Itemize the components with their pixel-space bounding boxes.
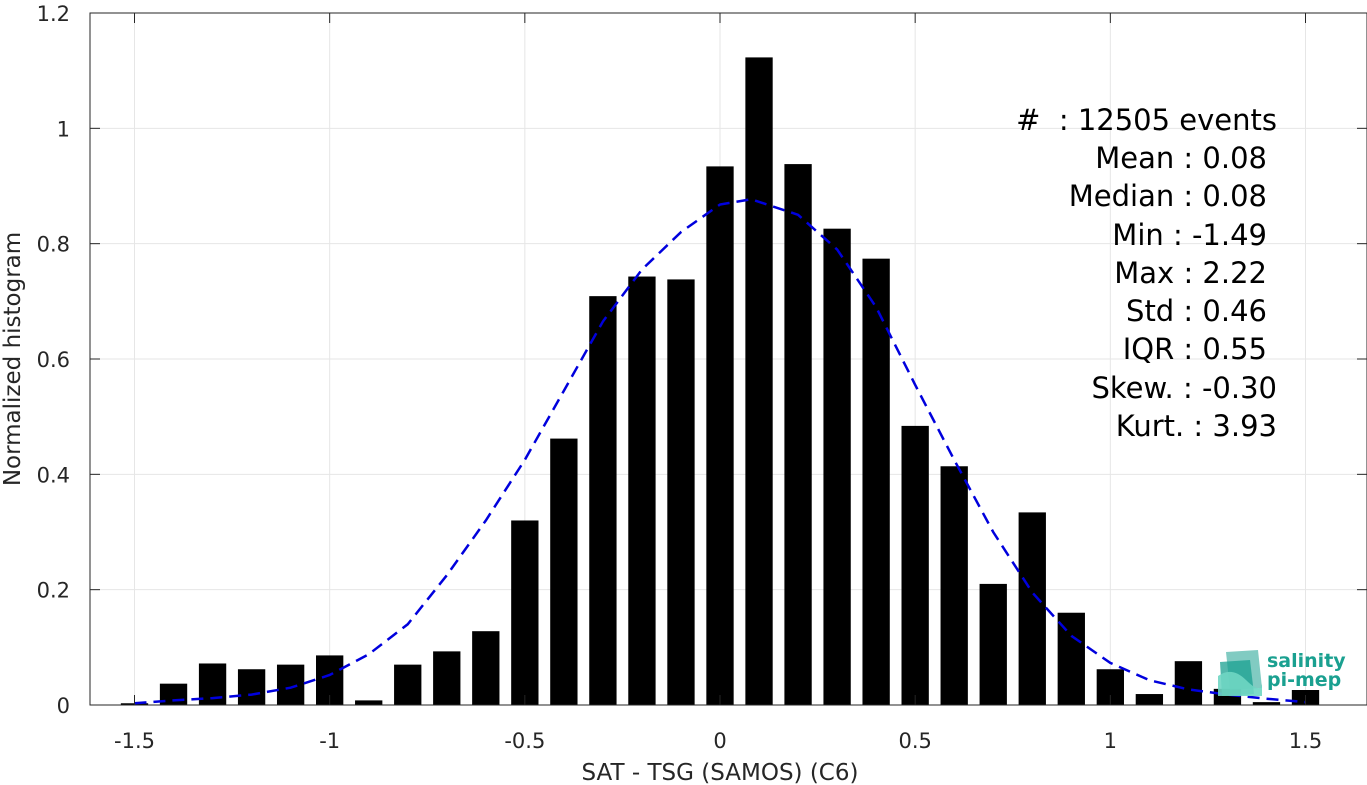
histogram-bar: [472, 631, 500, 705]
y-tick-label: 1: [57, 117, 70, 141]
stat-iqr: IQR : 0.55: [1123, 332, 1267, 366]
x-axis-ticks: -1.5 -1 -0.5 0 0.5 1 1.5: [114, 13, 1322, 753]
gaussian-fit-curve: [134, 198, 1306, 705]
logo-text-salinity: salinity: [1267, 650, 1346, 672]
x-tick-label: 1.5: [1289, 729, 1322, 753]
stat-kurt: Kurt. : 3.93: [1116, 409, 1277, 443]
histogram-bar: [1057, 612, 1085, 705]
stat-std: Std : 0.46: [1126, 294, 1267, 328]
histogram-bar: [355, 700, 383, 705]
x-axis-label: SAT - TSG (SAMOS) (C6): [582, 760, 859, 785]
x-tick-label: 0: [713, 729, 726, 753]
stat-median: Median : 0.08: [1069, 179, 1267, 213]
histogram-bar: [589, 296, 617, 705]
histogram-bar: [550, 438, 578, 705]
x-tick-label: 1: [1104, 729, 1117, 753]
stat-skew: Skew. : -0.30: [1091, 371, 1277, 405]
x-tick-label: -1: [319, 729, 340, 753]
histogram-bar: [433, 651, 461, 705]
histogram-bar: [237, 669, 266, 705]
histogram-bar: [862, 258, 890, 705]
logo-text-pimep: pi-mep: [1267, 669, 1341, 691]
stat-mean: Mean : 0.08: [1095, 141, 1267, 175]
stats-box: # : 12505 events Mean : 0.08 Median : 0.…: [1016, 103, 1277, 443]
histogram-bar: [1135, 694, 1164, 705]
histogram-bar: [979, 583, 1007, 705]
histogram-bar: [745, 57, 773, 706]
y-tick-label: 0.4: [37, 463, 70, 487]
wave-logo-icon: [1218, 650, 1262, 696]
y-tick-label: 0.6: [37, 348, 70, 372]
stat-events: # : 12505 events: [1016, 103, 1277, 137]
histogram-bar: [940, 466, 968, 705]
bars: [120, 57, 1320, 706]
histogram-bar: [276, 664, 305, 705]
histogram-bar: [1252, 702, 1281, 705]
histogram-bar: [394, 664, 422, 705]
y-axis-label: Normalized histogram: [0, 232, 26, 486]
stat-max: Max : 2.22: [1114, 256, 1267, 290]
x-tick-label: -0.5: [504, 729, 545, 753]
y-axis-ticks: 0 0.2 0.4 0.6 0.8 1 1.2: [37, 2, 1367, 718]
histogram-bar: [706, 166, 734, 706]
histogram-bar: [1174, 661, 1203, 705]
histogram-bar: [823, 228, 851, 705]
histogram-bar: [667, 279, 695, 705]
y-tick-label: 0: [57, 694, 70, 718]
histogram-bar: [628, 276, 656, 705]
histogram-bar: [901, 425, 929, 705]
y-tick-label: 0.8: [37, 233, 70, 257]
x-tick-label: 0.5: [898, 729, 931, 753]
x-tick-label: -1.5: [114, 729, 155, 753]
stat-min: Min : -1.49: [1112, 218, 1267, 252]
histogram-bar: [1018, 512, 1046, 705]
y-tick-label: 0.2: [37, 579, 70, 603]
salinity-pimep-logo: salinity pi-mep: [1218, 650, 1346, 696]
y-tick-label: 1.2: [37, 2, 70, 26]
histogram-bar: [784, 164, 812, 705]
histogram-bar: [511, 520, 539, 705]
